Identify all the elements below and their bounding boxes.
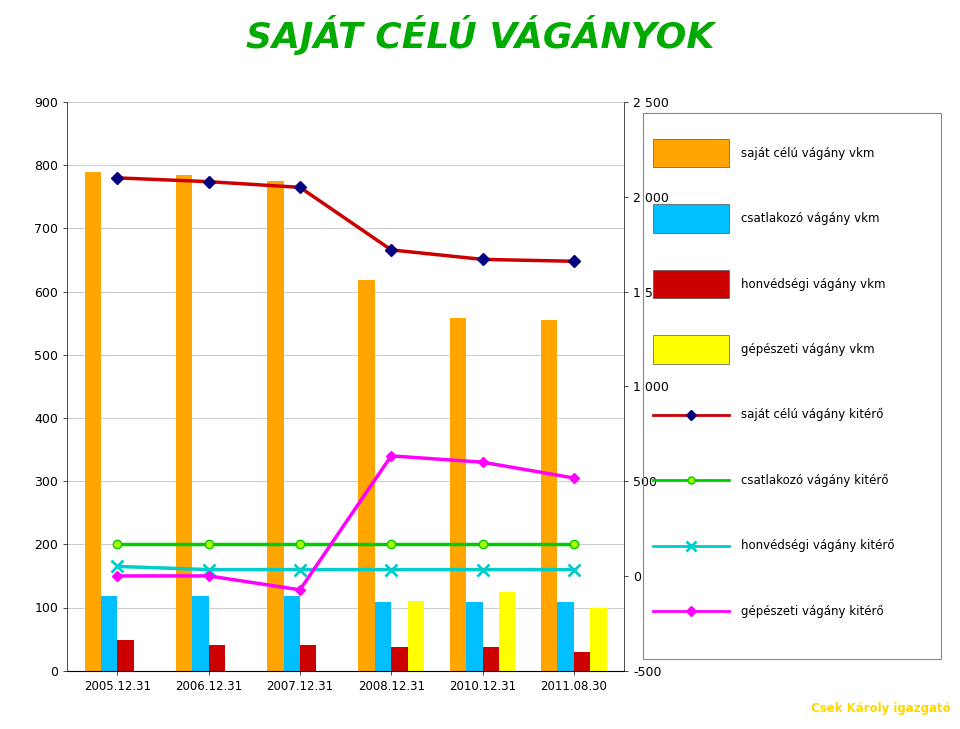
Bar xyxy=(653,270,729,298)
Bar xyxy=(208,645,225,671)
Text: honvédségi vágány vkm: honvédségi vágány vkm xyxy=(741,278,886,291)
Text: gépészeti vágány vkm: gépészeti vágány vkm xyxy=(741,343,875,356)
Bar xyxy=(483,647,499,671)
Bar xyxy=(467,602,483,671)
Text: 4: 4 xyxy=(447,703,455,715)
Bar xyxy=(653,204,729,233)
Bar xyxy=(392,647,408,671)
Text: Csek Károly igazgató: Csek Károly igazgató xyxy=(811,703,950,715)
Bar xyxy=(449,318,467,671)
Text: XV. PFT KONFERENCIA  BÉKÉSCSABA  2011. 08. 31-09.02: XV. PFT KONFERENCIA BÉKÉSCSABA 2011. 08.… xyxy=(10,703,387,715)
Bar xyxy=(653,335,729,364)
Bar xyxy=(84,171,101,671)
Bar xyxy=(374,602,392,671)
Bar xyxy=(101,596,117,671)
Bar xyxy=(574,652,590,671)
Bar xyxy=(117,640,133,671)
Bar xyxy=(358,280,374,671)
Text: csatlakozó vágány kitérő: csatlakozó vágány kitérő xyxy=(741,474,889,487)
Text: SAJÁT CÉLÚ VÁGÁNYOK: SAJÁT CÉLÚ VÁGÁNYOK xyxy=(246,15,714,55)
Bar xyxy=(653,139,729,168)
Text: honvédségi vágány kitérő: honvédségi vágány kitérő xyxy=(741,539,895,552)
Bar xyxy=(408,601,424,671)
Bar xyxy=(267,181,283,671)
Bar xyxy=(176,175,192,671)
Bar xyxy=(192,596,208,671)
Bar xyxy=(499,592,516,671)
Bar xyxy=(283,596,300,671)
Bar xyxy=(540,320,558,671)
Bar xyxy=(300,645,317,671)
Bar xyxy=(590,607,607,671)
Text: gépészeti vágány kitérő: gépészeti vágány kitérő xyxy=(741,604,884,617)
Text: csatlakozó vágány vkm: csatlakozó vágány vkm xyxy=(741,212,879,225)
Bar xyxy=(558,602,574,671)
Text: saját célú vágány vkm: saját célú vágány vkm xyxy=(741,147,875,160)
Text: saját célú vágány kitérő: saját célú vágány kitérő xyxy=(741,408,884,421)
